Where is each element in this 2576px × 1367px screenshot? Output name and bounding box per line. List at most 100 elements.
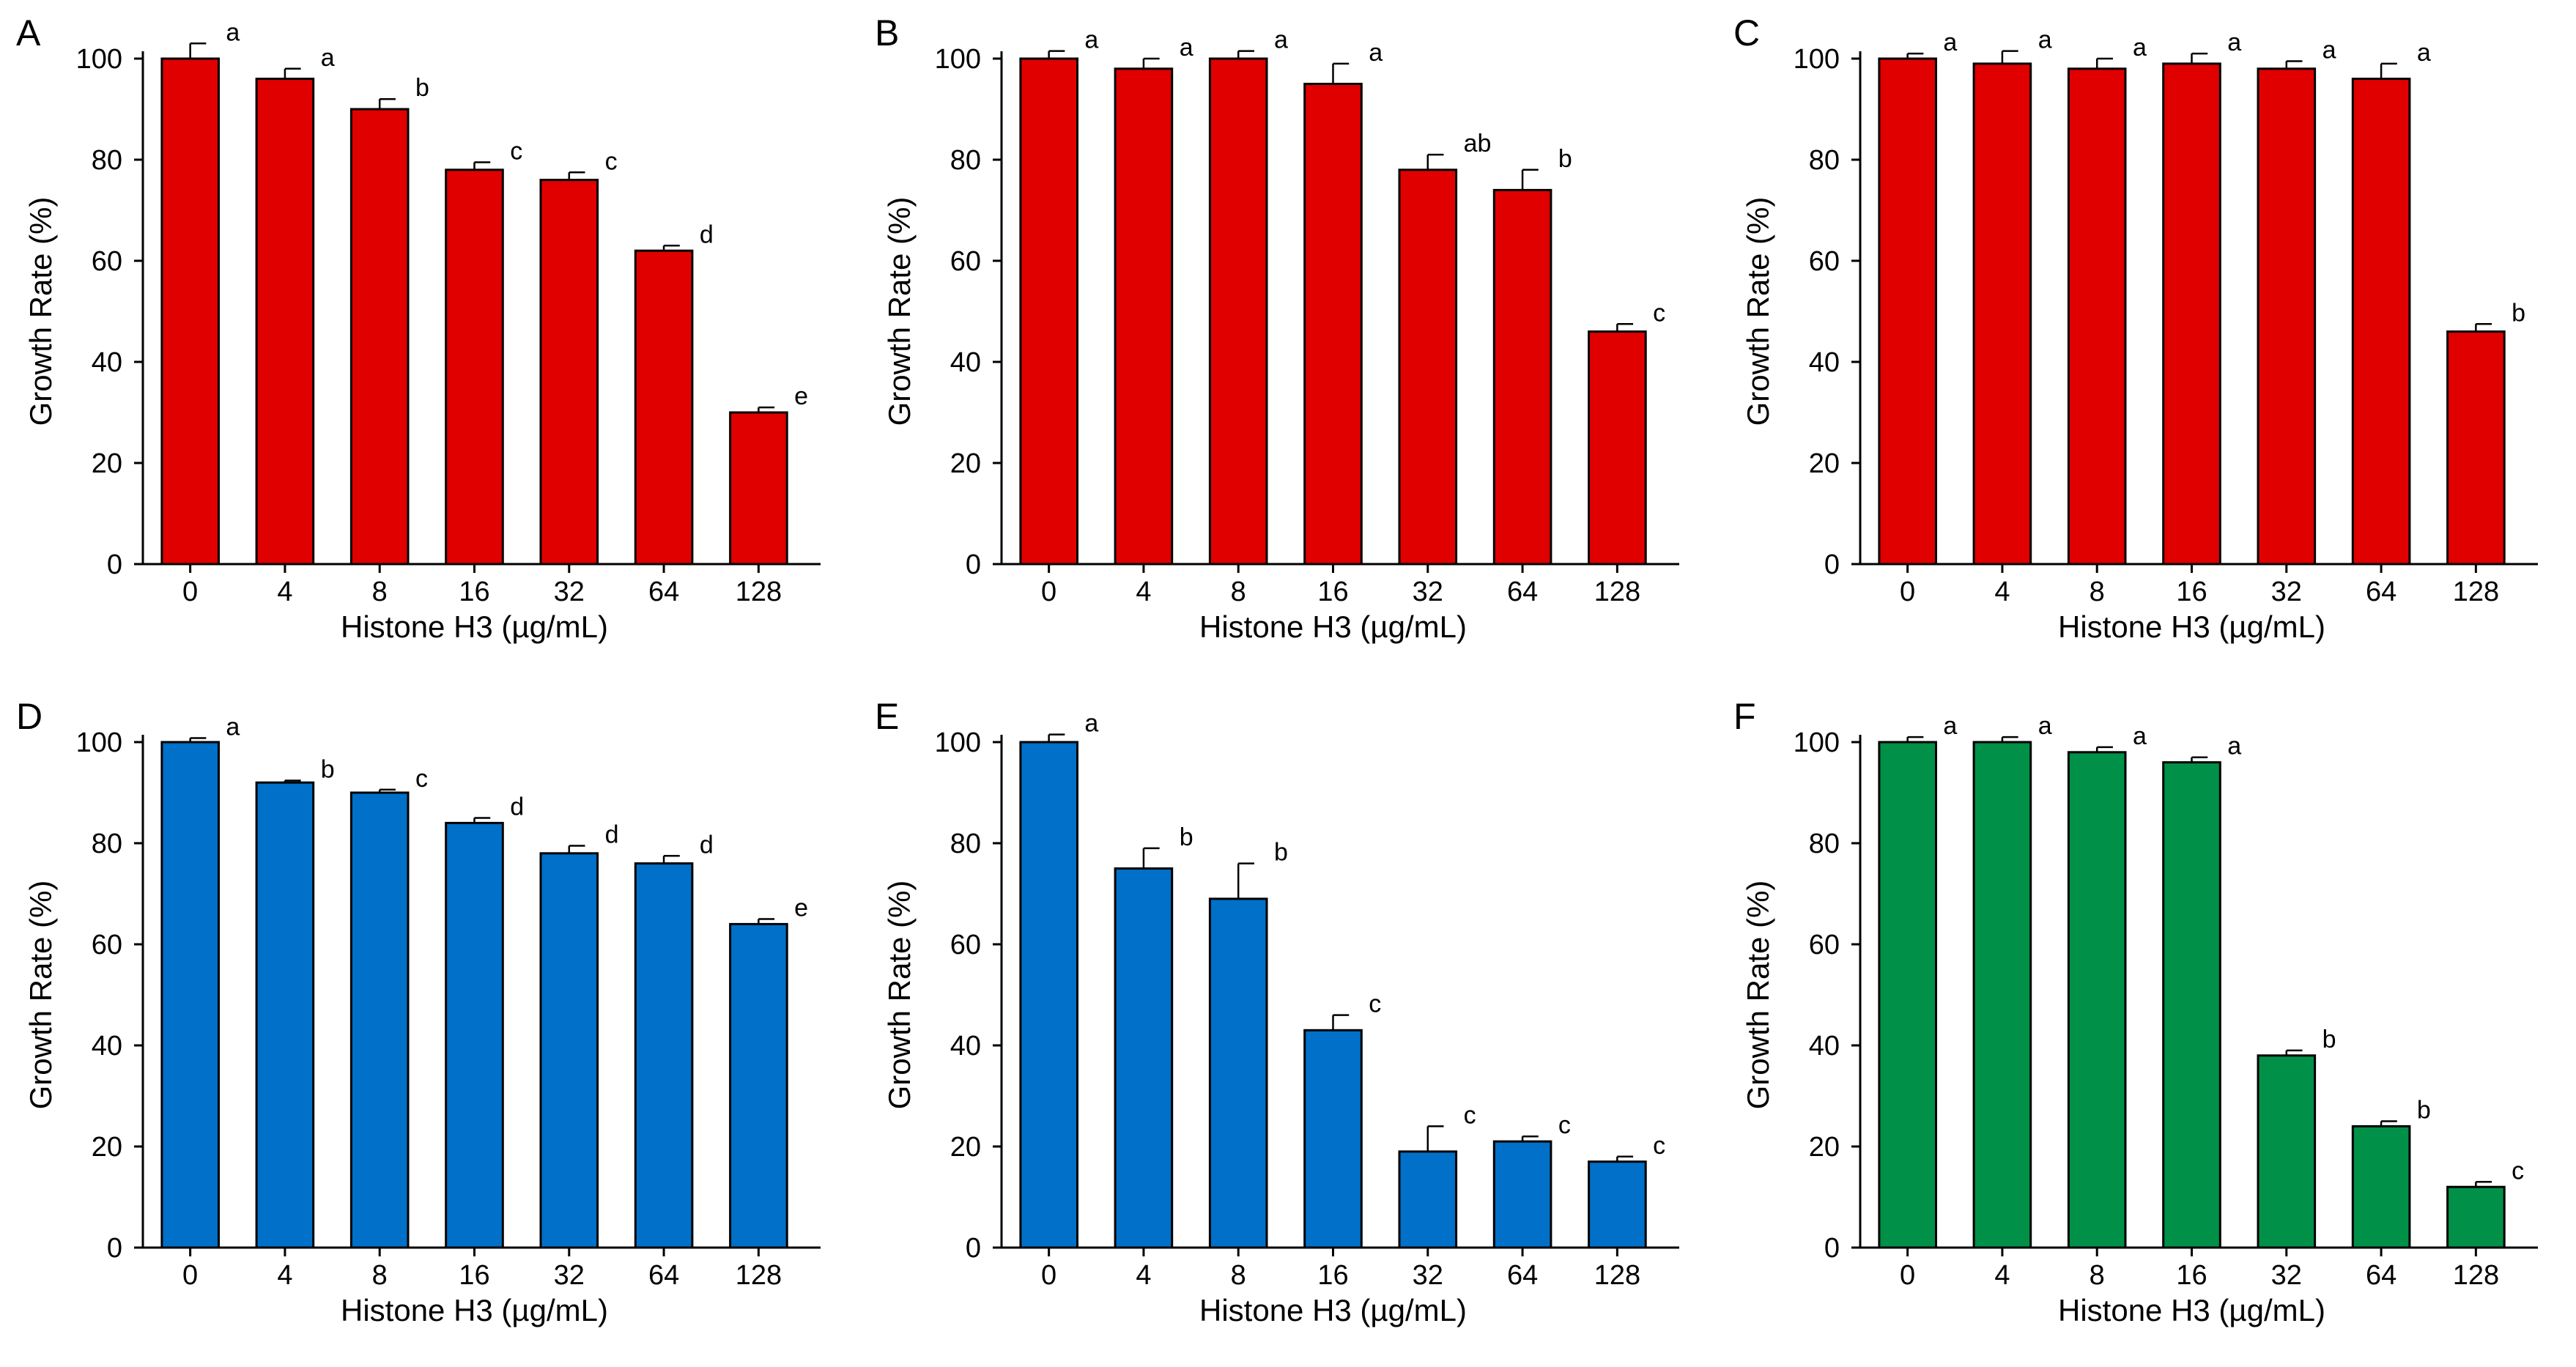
bar-f-64	[2351, 1125, 2411, 1249]
error-bar-b-128	[1616, 323, 1634, 332]
significance-label-f-64: b	[2417, 1097, 2431, 1125]
bar-d-32	[539, 852, 599, 1249]
y-tick-label-a-100: 100	[76, 44, 122, 75]
y-tick-label-d-100: 100	[76, 727, 122, 758]
bar-c-128	[2446, 330, 2506, 566]
bar-a-4	[255, 78, 315, 566]
error-bar-b-32	[1426, 153, 1444, 170]
significance-label-c-16: a	[2227, 29, 2241, 56]
x-tick-label-b-0: 0	[1041, 577, 1056, 607]
x-tick-label-b-32: 32	[1413, 577, 1443, 607]
y-tick-label-d-0: 0	[107, 1233, 122, 1264]
bar-d-8	[349, 791, 410, 1249]
significance-label-a-4: a	[321, 44, 335, 72]
x-tick-label-a-8: 8	[372, 577, 388, 607]
error-bar-e-0	[1048, 733, 1065, 742]
y-tick-label-d-40: 40	[92, 1031, 122, 1062]
error-bar-b-16	[1332, 62, 1350, 84]
error-bar-f-128	[2475, 1181, 2492, 1188]
y-tick-label-f-80: 80	[1809, 829, 1840, 859]
x-tick-label-a-64: 64	[648, 577, 679, 607]
significance-label-a-8: b	[415, 74, 429, 102]
y-axis-title-f: Growth Rate (%)	[1741, 881, 1775, 1110]
bar-d-64	[634, 862, 694, 1249]
error-bar-d-128	[758, 918, 775, 925]
bar-e-8	[1208, 897, 1268, 1249]
y-axis-title-b: Growth Rate (%)	[882, 197, 917, 426]
significance-label-b-8: a	[1274, 26, 1288, 54]
x-tick-label-d-0: 0	[182, 1260, 198, 1291]
x-tick-label-b-128: 128	[1594, 577, 1640, 607]
y-axis-title-a: Growth Rate (%)	[23, 197, 58, 426]
y-tick-label-b-80: 80	[950, 145, 981, 176]
y-tick-label-f-20: 20	[1809, 1132, 1840, 1163]
x-tick-label-c-4: 4	[1994, 577, 2010, 607]
error-bar-a-4	[284, 67, 301, 79]
x-tick-label-d-128: 128	[736, 1260, 782, 1291]
x-tick-label-a-4: 4	[277, 577, 292, 607]
x-tick-label-a-16: 16	[459, 577, 489, 607]
bar-a-0	[160, 57, 220, 566]
error-bar-c-32	[2285, 60, 2303, 69]
y-tick-label-c-40: 40	[1809, 347, 1840, 378]
x-tick-label-e-128: 128	[1594, 1260, 1640, 1291]
y-tick-label-b-0: 0	[966, 549, 981, 580]
error-bar-f-0	[1906, 736, 1924, 742]
y-axis-title-e: Growth Rate (%)	[882, 881, 917, 1110]
x-tick-label-b-4: 4	[1136, 577, 1151, 607]
x-tick-label-f-0: 0	[1900, 1260, 1915, 1291]
significance-label-e-4: b	[1180, 823, 1193, 851]
significance-label-e-16: c	[1369, 990, 1381, 1018]
x-tick-label-c-32: 32	[2271, 577, 2302, 607]
y-tick-label-e-80: 80	[950, 829, 981, 859]
error-bar-d-64	[662, 855, 680, 864]
significance-label-e-8: b	[1274, 839, 1288, 867]
x-tick-label-c-64: 64	[2366, 577, 2397, 607]
error-bar-a-32	[568, 171, 585, 180]
significance-label-d-0: a	[226, 714, 240, 741]
error-bar-c-4	[2001, 50, 2018, 64]
significance-label-c-32: a	[2323, 37, 2336, 64]
bar-b-64	[1492, 188, 1552, 566]
significance-label-e-64: c	[1558, 1111, 1571, 1139]
bar-b-128	[1588, 330, 1647, 566]
x-tick-label-f-128: 128	[2453, 1260, 2499, 1291]
significance-label-a-16: c	[510, 137, 522, 165]
y-tick-label-b-60: 60	[950, 246, 981, 277]
x-axis-title-e: Histone H3 (µg/mL)	[1199, 1293, 1467, 1327]
y-tick-label-a-60: 60	[92, 246, 122, 277]
y-tick-label-d-60: 60	[92, 930, 122, 960]
panel-letter-e: E	[875, 696, 899, 737]
y-tick-label-c-60: 60	[1809, 246, 1840, 277]
x-tick-label-e-0: 0	[1041, 1260, 1056, 1291]
panel-letter-f: F	[1733, 696, 1756, 737]
bar-d-4	[255, 781, 315, 1249]
x-axis-title-d: Histone H3 (µg/mL)	[341, 1293, 608, 1327]
y-tick-label-e-60: 60	[950, 930, 981, 960]
bar-f-32	[2257, 1054, 2317, 1249]
x-tick-label-d-16: 16	[459, 1260, 489, 1291]
error-bar-d-4	[284, 779, 301, 783]
y-tick-label-a-80: 80	[92, 145, 122, 176]
bar-e-16	[1303, 1029, 1363, 1249]
x-tick-label-f-4: 4	[1994, 1260, 2010, 1291]
significance-label-e-32: c	[1464, 1101, 1476, 1129]
bar-f-128	[2446, 1185, 2506, 1249]
error-bar-c-16	[2191, 52, 2208, 64]
bar-f-16	[2162, 761, 2221, 1249]
y-tick-label-b-100: 100	[935, 44, 981, 75]
bar-c-16	[2162, 62, 2221, 566]
x-tick-label-c-128: 128	[2453, 577, 2499, 607]
panel-letter-c: C	[1733, 12, 1760, 53]
y-tick-label-e-0: 0	[966, 1233, 981, 1264]
significance-label-d-64: d	[700, 831, 714, 859]
x-tick-label-e-8: 8	[1231, 1260, 1246, 1291]
